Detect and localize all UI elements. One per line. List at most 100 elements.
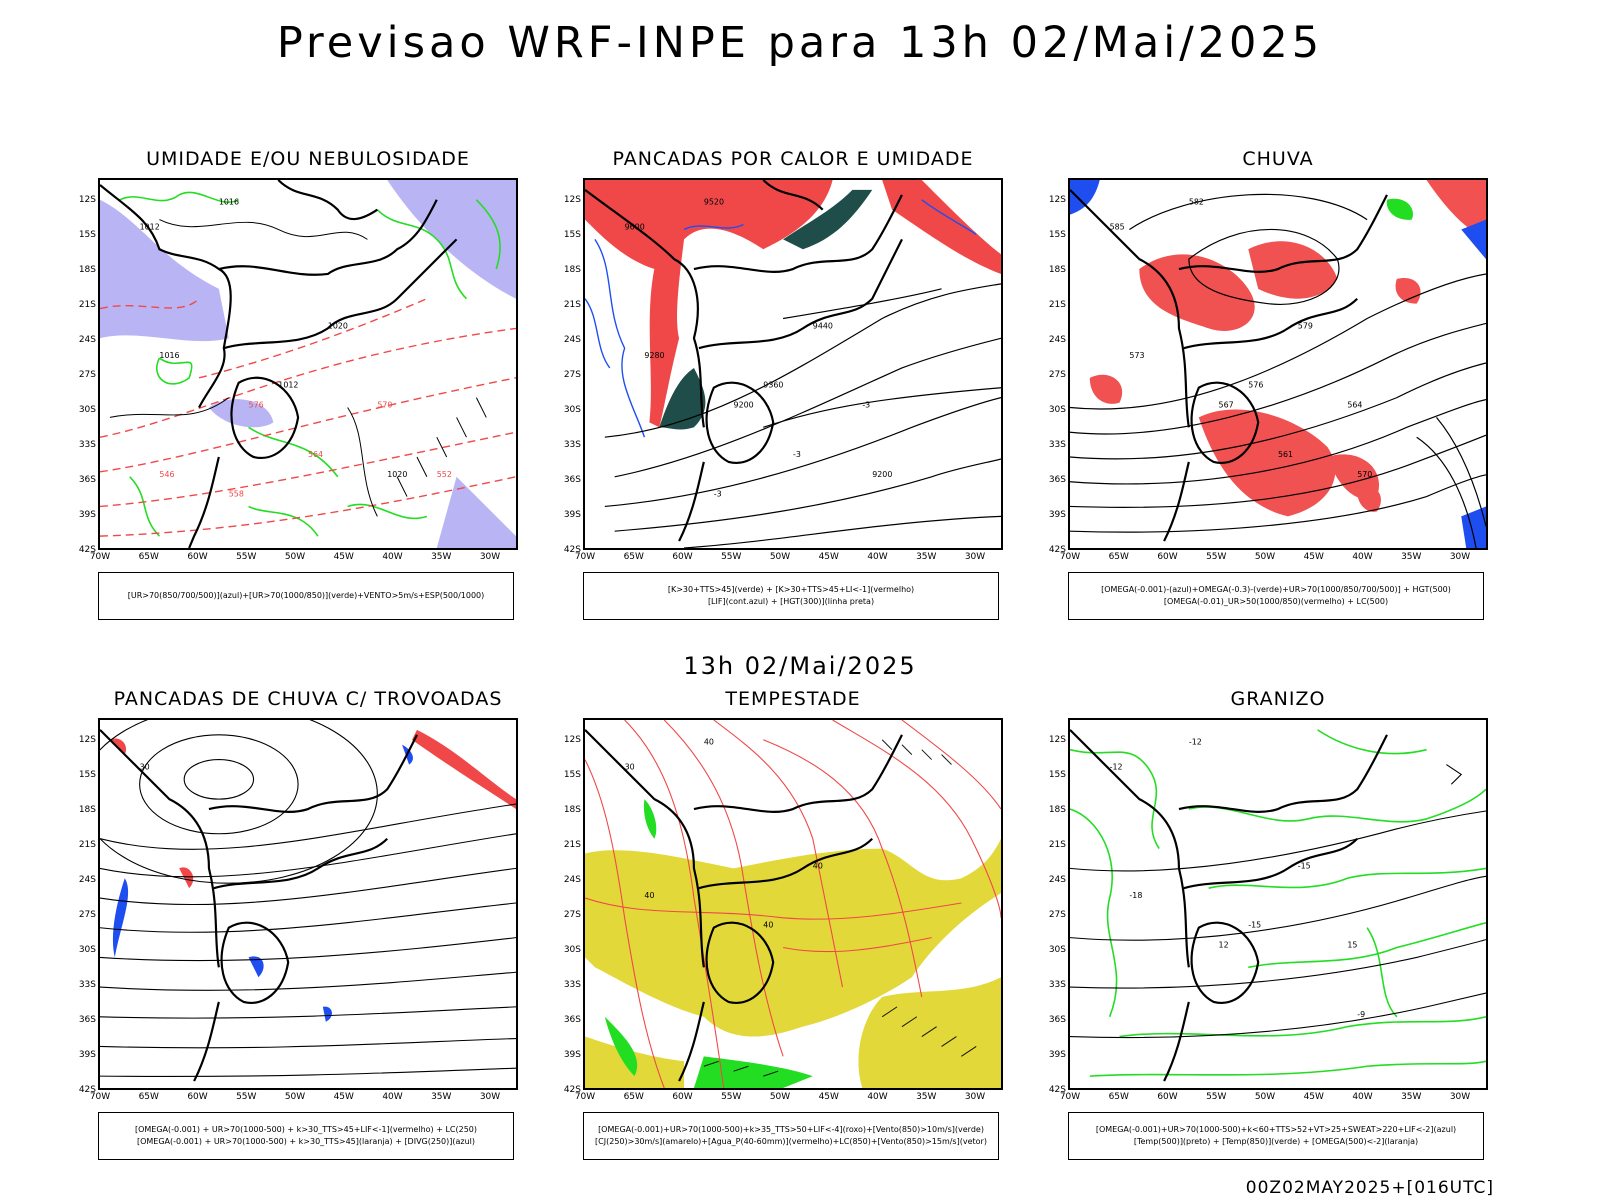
lat-tick-label: 12S — [1048, 735, 1066, 745]
contour-label: 1012 — [278, 381, 298, 390]
map-svg: 9600 9520 9440 9360 9280 9200 9200 -3 -3 -3 — [585, 180, 1001, 548]
lat-tick-label: 30S — [1048, 945, 1066, 955]
legend-box: [OMEGA(-0.001)+UR>70(1000-500)+k>35_TTS>… — [583, 1112, 999, 1160]
lon-tick-label: 30W — [964, 552, 986, 562]
lon-tick-label: 35W — [431, 1092, 452, 1102]
map-svg: -12 -12 -15 -15 -18 -9 12 15 — [1070, 729, 1486, 1082]
latitude-axis: 12S 15S 18S 21S 24S 27S 30S 33S 36S 39S 42S — [1036, 718, 1066, 1095]
contour-label: 9200 — [734, 401, 754, 410]
lon-tick-label: 30W — [479, 1092, 501, 1102]
lon-tick-label: 65W — [623, 1092, 644, 1102]
latitude-axis: 12S 15S 18S 21S 24S 27S 30S 33S 36S 39S 42S — [551, 718, 581, 1095]
lon-tick-label: 55W — [1206, 1092, 1227, 1102]
lat-tick-label: 33S — [563, 440, 581, 450]
longitude-axis: 70W 65W 60W 55W 50W 45W 40W 35W 30W — [90, 1092, 518, 1106]
lon-tick-label: 65W — [138, 552, 159, 562]
lat-tick-label: 39S — [1048, 1050, 1066, 1060]
lat-tick-label: 18S — [78, 265, 96, 275]
lon-tick-label: 35W — [1401, 552, 1422, 562]
run-timestamp: 00Z02MAY2025+[016UTC] — [1245, 1178, 1494, 1198]
lat-tick-label: 24S — [563, 875, 581, 885]
contour-label: 9440 — [813, 321, 833, 330]
weather-map: -12 -12 -15 -15 -18 -9 12 15 — [1068, 718, 1488, 1090]
latitude-axis: 12S 15S 18S 21S 24S 27S 30S 33S 36S 39S 42S — [1036, 178, 1066, 555]
lat-tick-label: 21S — [78, 300, 96, 310]
lon-tick-label: 70W — [1059, 1092, 1081, 1102]
contour-label: 570 — [1357, 470, 1372, 479]
lat-tick-label: 36S — [1048, 475, 1066, 485]
lat-tick-label: 24S — [78, 875, 96, 885]
lon-tick-label: 50W — [1254, 552, 1276, 562]
panel-umidade: UMIDADE E/OU NEBULOSIDADE 12S 15S 18S 21S 24… — [38, 148, 518, 628]
lat-tick-label: 33S — [78, 980, 96, 990]
lat-tick-label: 42S — [78, 1085, 96, 1095]
lon-tick-label: 45W — [818, 552, 839, 562]
lon-tick-label: 30W — [1449, 1092, 1471, 1102]
contour-label: 9280 — [644, 351, 664, 360]
contour-label: 579 — [1298, 321, 1313, 330]
lat-tick-label: 27S — [78, 910, 96, 920]
contour-label: 564 — [1347, 401, 1362, 410]
longitude-axis: 70W 65W 60W 55W 50W 45W 40W 35W 30W — [575, 552, 1003, 566]
legend-line: [OMEGA(-0.001) + UR>70(1000-500) + k>30_… — [134, 1125, 478, 1134]
panel-title: TEMPESTADE — [725, 688, 861, 710]
lon-tick-label: 60W — [1157, 1092, 1178, 1102]
weather-map: 30 40 40 40 40 — [583, 718, 1003, 1090]
contour-label: 573 — [1129, 351, 1144, 360]
contour-label: 12 — [1219, 941, 1229, 950]
contour-label: 576 — [1248, 381, 1263, 390]
lon-tick-label: 55W — [721, 552, 742, 562]
contour-label: 40 — [763, 921, 773, 930]
longitude-axis: 70W 65W 60W 55W 50W 45W 40W 35W 30W — [1060, 552, 1488, 566]
lon-tick-label: 50W — [769, 1092, 791, 1102]
lon-tick-label: 50W — [284, 1092, 306, 1102]
contour-label: 576 — [249, 401, 264, 410]
contour-label: -12 — [1110, 762, 1123, 771]
lon-tick-label: 55W — [721, 1092, 742, 1102]
lon-tick-label: 40W — [867, 1092, 888, 1102]
panel-tempestade: TEMPESTADE 12S 15S 18S 21S 24S 27S 30S 33S 36S 39… — [523, 688, 1003, 1168]
lat-tick-label: 39S — [78, 1050, 96, 1060]
panel-pancadas-trovoadas: PANCADAS DE CHUVA C/ TROVOADAS 12S 15S 18S… — [38, 688, 518, 1168]
lon-tick-label: 60W — [672, 1092, 693, 1102]
latitude-axis: 12S 15S 18S 21S 24S 27S 30S 33S 36S 39S 42S — [66, 178, 96, 555]
lat-tick-label: 18S — [563, 265, 581, 275]
lat-tick-label: 30S — [1048, 405, 1066, 415]
lat-tick-label: 24S — [1048, 875, 1066, 885]
legend-box: [OMEGA(-0.001)+UR>70(1000-500)+k<60+TTS>… — [1068, 1112, 1484, 1160]
lat-tick-label: 42S — [1048, 545, 1066, 555]
lon-tick-label: 40W — [1352, 552, 1373, 562]
lon-tick-label: 45W — [333, 1092, 354, 1102]
map-svg: 1012 1016 1020 1012 1016 1020 576 570 564 558 552 5… — [100, 180, 516, 548]
lat-tick-label: 33S — [1048, 440, 1066, 450]
legend-line: [OMEGA(-0.001) + UR>70(1000-500) + k>30_… — [136, 1137, 476, 1146]
lon-tick-label: 65W — [623, 552, 644, 562]
panel-pancadas-calor: PANCADAS POR CALOR E UMIDADE 12S 15S 18S 21… — [523, 148, 1003, 628]
lat-tick-label: 30S — [563, 945, 581, 955]
latitude-axis: 12S 15S 18S 21S 24S 27S 30S 33S 36S 39S 42S — [551, 178, 581, 555]
lon-tick-label: 55W — [236, 552, 257, 562]
lat-tick-label: 21S — [1048, 300, 1066, 310]
contour-label: 582 — [1189, 198, 1204, 207]
legend-box: [K>30+TTS>45](verde) + [K>30+TTS>45+LI<-… — [583, 572, 999, 620]
lat-tick-label: 36S — [78, 475, 96, 485]
lon-tick-label: 65W — [138, 1092, 159, 1102]
lat-tick-label: 27S — [1048, 910, 1066, 920]
lat-tick-label: 18S — [1048, 805, 1066, 815]
lat-tick-label: 12S — [563, 195, 581, 205]
lat-tick-label: 18S — [1048, 265, 1066, 275]
legend-line: [OMEGA(-0.01)_UR>50(1000/850)(vermelho) … — [1163, 597, 1389, 606]
lon-tick-label: 50W — [1254, 1092, 1276, 1102]
lat-tick-label: 21S — [563, 300, 581, 310]
lon-tick-label: 30W — [964, 1092, 986, 1102]
contour-label: -3 — [862, 401, 870, 410]
lon-tick-label: 30W — [479, 552, 501, 562]
lat-tick-label: 27S — [563, 370, 581, 380]
lat-tick-label: 12S — [563, 735, 581, 745]
lat-tick-label: 36S — [563, 475, 581, 485]
lat-tick-label: 15S — [563, 230, 581, 240]
lon-tick-label: 40W — [1352, 1092, 1373, 1102]
lat-tick-label: 30S — [78, 405, 96, 415]
lon-tick-label: 45W — [818, 1092, 839, 1102]
lat-tick-label: 39S — [78, 510, 96, 520]
